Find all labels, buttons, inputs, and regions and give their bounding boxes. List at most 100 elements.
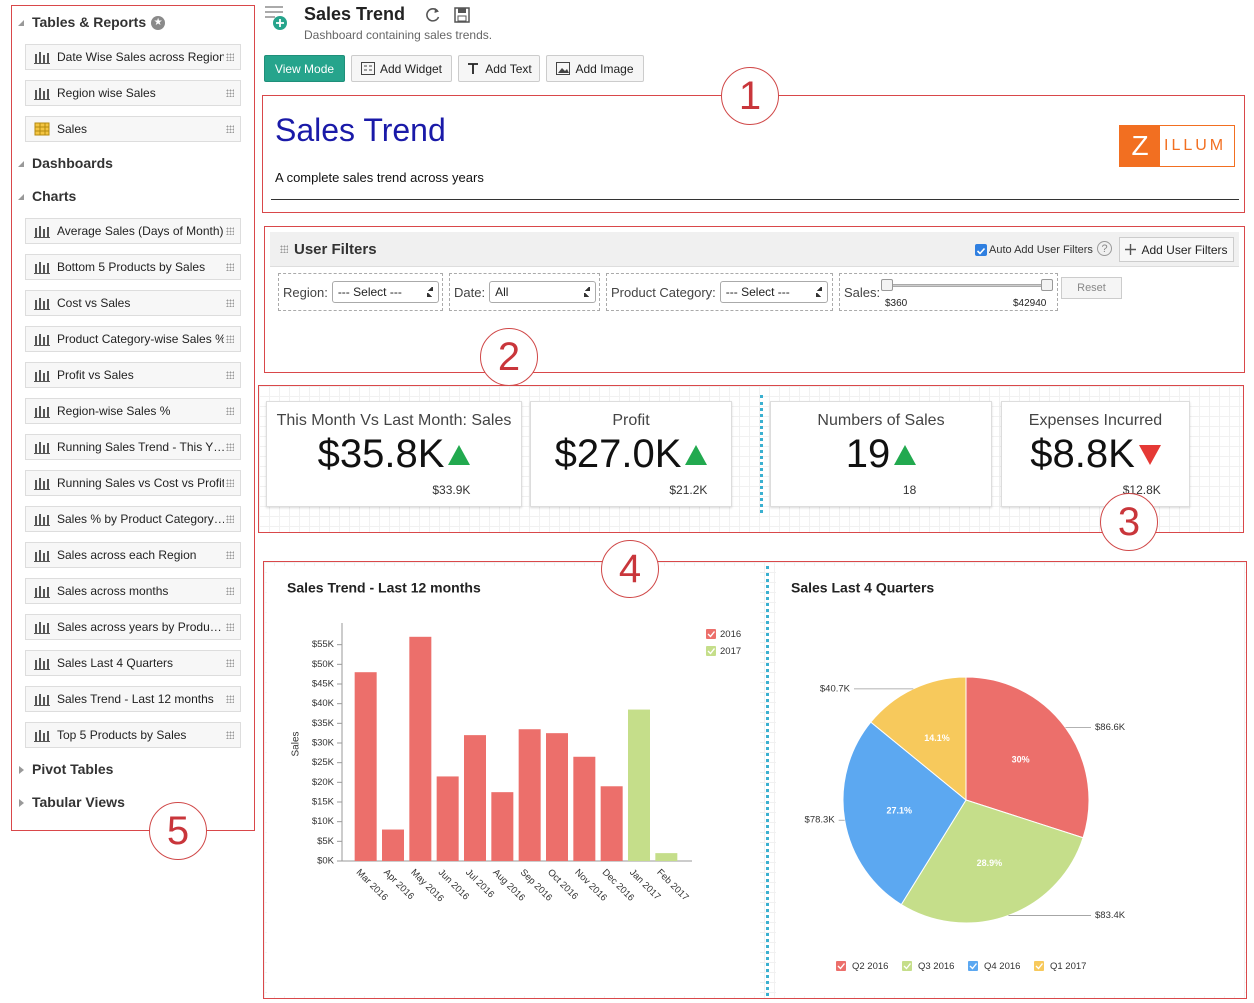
icon-shape (34, 561, 50, 562)
auto-add-checkbox[interactable] (975, 244, 987, 256)
report-item[interactable]: Running Sales vs Cost vs Profit (25, 470, 241, 496)
section-title: Tables & Reports (32, 14, 147, 30)
slider-handle-max[interactable] (1041, 279, 1053, 291)
drag-handle[interactable] (226, 731, 234, 739)
legend-check (837, 963, 846, 970)
reset-button[interactable]: Reset (1061, 277, 1122, 299)
drag-handle[interactable] (226, 515, 234, 523)
report-item[interactable]: Top 5 Products by Sales (25, 722, 241, 748)
drag-handle[interactable] (226, 479, 234, 487)
report-item-row: Top 5 Products by Sales (12, 717, 254, 753)
report-name: Region-wise Sales % (57, 404, 171, 418)
drag-handle[interactable] (226, 407, 234, 415)
drag-handle[interactable] (226, 53, 234, 61)
filter-select[interactable]: --- Select --- (719, 281, 828, 303)
report-item[interactable]: Profit vs Sales (25, 362, 241, 388)
icon-shape (43, 55, 45, 63)
button-icon (556, 62, 571, 75)
toolbar-button[interactable]: Add Widget (351, 55, 452, 82)
percent-label: 30% (1012, 755, 1030, 765)
drag-handle[interactable] (226, 659, 234, 667)
y-tick-label: $0K (317, 856, 335, 867)
icon-shape (39, 406, 41, 417)
section-title: Dashboards (32, 155, 113, 171)
section-header[interactable]: Charts (12, 180, 254, 213)
icon-shape (47, 53, 49, 63)
toolbar-button[interactable]: Add Text (458, 55, 540, 82)
drag-handle[interactable] (280, 245, 288, 253)
report-item[interactable]: Date Wise Sales across Region (25, 44, 241, 70)
report-item-row: Sales % by Product Category… (12, 501, 254, 537)
report-item[interactable]: Sales across years by Produ… (25, 614, 241, 640)
icon-shape (47, 551, 49, 561)
menu-icon[interactable] (263, 3, 291, 33)
report-item[interactable]: Average Sales (Days of Month) (25, 218, 241, 244)
slider-handle-min[interactable] (881, 279, 893, 291)
icon-shape (39, 226, 41, 237)
icon-shape (43, 301, 45, 309)
drag-handle[interactable] (226, 89, 234, 97)
icon-shape (47, 623, 49, 633)
report-item[interactable]: Sales Last 4 Quarters (25, 650, 241, 676)
drag-handle[interactable] (226, 227, 234, 235)
callout-number: 1 (721, 67, 779, 125)
add-icon[interactable]: ★ (151, 15, 166, 30)
section-header[interactable]: Dashboards (12, 147, 254, 180)
drag-handle[interactable] (226, 551, 234, 559)
drag-handle[interactable] (226, 299, 234, 307)
report-name: Cost vs Sales (57, 296, 131, 310)
filter-select[interactable]: --- Select --- (331, 281, 439, 303)
bar (518, 729, 541, 861)
report-item[interactable]: Running Sales Trend - This Y… (25, 434, 241, 460)
section-header[interactable]: Pivot Tables (12, 753, 254, 786)
drag-handle[interactable] (226, 695, 234, 703)
slider-max-label: $42940 (1013, 298, 1047, 309)
help-icon[interactable]: ? (1097, 241, 1112, 256)
bar (573, 756, 596, 861)
icon-shape (47, 227, 49, 237)
add-user-filters-button[interactable]: Add User Filters (1119, 237, 1234, 262)
icon-shape (34, 741, 50, 742)
y-tick-label: $45K (312, 679, 335, 690)
toolbar-button[interactable]: Add Image (546, 55, 644, 82)
report-item[interactable]: Sales across each Region (25, 542, 241, 568)
kpi-trend-arrow (685, 444, 708, 465)
drag-handle[interactable] (226, 371, 234, 379)
percent-label: 28.9% (977, 858, 1003, 868)
expand-arrow (18, 160, 24, 167)
report-item[interactable]: Sales (25, 116, 241, 142)
button-icon (468, 63, 479, 74)
icon-shape (43, 661, 45, 669)
drag-handle[interactable] (226, 443, 234, 451)
icon-shape (39, 334, 41, 345)
chart-icon (34, 52, 50, 64)
report-item[interactable]: Product Category-wise Sales % (25, 326, 241, 352)
report-item[interactable]: Region wise Sales (25, 80, 241, 106)
expand-arrow (18, 193, 24, 200)
icon-shape (34, 345, 50, 346)
drag-handle[interactable] (226, 125, 234, 133)
drag-handle[interactable] (226, 587, 234, 595)
drag-handle[interactable] (226, 263, 234, 271)
bar (628, 709, 650, 861)
report-name: Bottom 5 Products by Sales (57, 260, 206, 274)
section-header[interactable]: Tables & Reports ★ (12, 6, 254, 39)
section-header[interactable]: Tabular Views (12, 786, 254, 819)
drag-handle[interactable] (226, 335, 234, 343)
kpi-card: This Month Vs Last Month: Sales $35.8K $33… (266, 401, 522, 507)
icon-shape (34, 273, 50, 274)
report-item[interactable]: Cost vs Sales (25, 290, 241, 316)
drag-handle[interactable] (226, 623, 234, 631)
kpi-trend-arrow (448, 444, 471, 465)
report-item[interactable]: Sales Trend - Last 12 months (25, 686, 241, 712)
icon-shape (39, 442, 41, 453)
report-item-row: Sales Last 4 Quarters (12, 645, 254, 681)
report-item[interactable]: Region-wise Sales % (25, 398, 241, 424)
icon-shape (35, 300, 37, 309)
report-item[interactable]: Sales across months (25, 578, 241, 604)
title-actions[interactable] (424, 6, 474, 24)
filter-select[interactable]: All (489, 281, 597, 303)
toolbar-button[interactable]: View Mode (264, 55, 345, 82)
report-item[interactable]: Sales % by Product Category… (25, 506, 241, 532)
report-item[interactable]: Bottom 5 Products by Sales (25, 254, 241, 280)
